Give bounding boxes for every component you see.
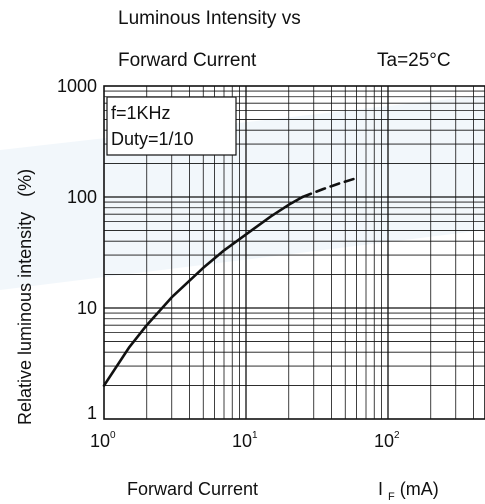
series-layer	[102, 176, 358, 387]
y-tick-labels: 1 10 100 1000	[57, 76, 97, 423]
x-tick-label: 101	[232, 430, 258, 451]
x-tick-exponent: 1	[252, 430, 258, 441]
series-line-solid	[102, 195, 304, 387]
x-unit-symbol: I	[378, 479, 383, 499]
legend-line-1: f=1KHz	[111, 103, 171, 123]
x-axis-label: Forward Current	[127, 479, 258, 499]
x-tick-label: 100	[90, 430, 116, 451]
x-tick-exponent: 0	[110, 430, 116, 441]
x-tick-exponent: 2	[394, 430, 400, 441]
chart-title-line2: Forward Current	[118, 50, 257, 71]
y-tick-label: 1	[87, 403, 97, 423]
y-tick-label: 100	[67, 187, 97, 207]
series-line-dashed	[301, 176, 358, 199]
y-axis-unit: (%)	[15, 169, 35, 197]
x-tick-labels: 100 101 102	[90, 430, 400, 451]
legend-line-2: Duty=1/10	[111, 129, 194, 149]
y-tick-label: 10	[77, 298, 97, 318]
y-axis-label: Relative luminous intensity (%)	[15, 169, 35, 425]
x-tick-base: 10	[232, 431, 252, 451]
plot-frame	[103, 85, 485, 420]
chart-title-line1: Luminous Intensity vs	[118, 8, 301, 29]
y-axis-label-text: Relative luminous intensity	[15, 212, 35, 425]
x-unit-tail: (mA)	[400, 479, 439, 499]
legend: f=1KHz Duty=1/10	[106, 96, 237, 156]
y-tick-label: 1000	[57, 76, 97, 96]
legend-box	[106, 96, 237, 156]
condition-label: Ta=25°C	[377, 50, 451, 71]
x-tick-base: 10	[374, 431, 394, 451]
x-unit-subscript: F	[388, 491, 395, 503]
x-axis-unit: I F (mA)	[378, 479, 439, 504]
x-tick-label: 102	[374, 430, 400, 451]
x-tick-base: 10	[90, 431, 110, 451]
